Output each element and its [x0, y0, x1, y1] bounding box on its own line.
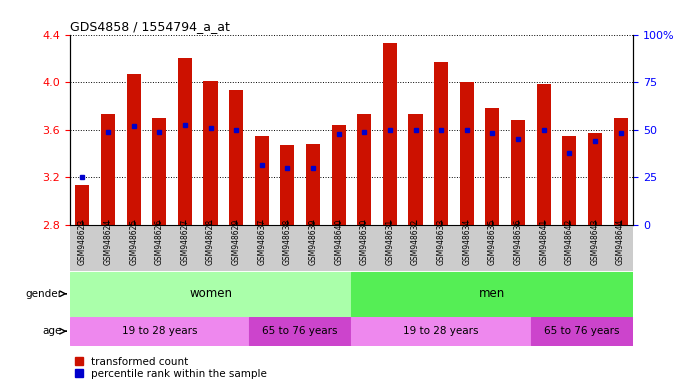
- Text: men: men: [480, 287, 505, 300]
- Bar: [127, 74, 141, 225]
- Bar: [101, 114, 115, 225]
- Bar: [229, 90, 243, 225]
- Bar: [460, 82, 474, 225]
- Text: 65 to 76 years: 65 to 76 years: [544, 326, 620, 336]
- Text: 19 to 28 years: 19 to 28 years: [404, 326, 479, 336]
- Bar: [485, 108, 500, 225]
- Bar: [306, 144, 320, 225]
- Text: GDS4858 / 1554794_a_at: GDS4858 / 1554794_a_at: [70, 20, 230, 33]
- Text: age: age: [42, 326, 62, 336]
- Bar: [280, 145, 294, 225]
- Bar: [434, 62, 448, 225]
- Bar: [203, 81, 218, 225]
- Text: 65 to 76 years: 65 to 76 years: [262, 326, 338, 336]
- Bar: [562, 136, 576, 225]
- Text: gender: gender: [25, 289, 62, 299]
- Text: 19 to 28 years: 19 to 28 years: [122, 326, 197, 336]
- Bar: [537, 84, 551, 225]
- Bar: [70, 317, 249, 345]
- Bar: [613, 118, 628, 225]
- Bar: [588, 133, 602, 225]
- Bar: [409, 114, 422, 225]
- Bar: [178, 58, 192, 225]
- Bar: [383, 43, 397, 225]
- Legend: transformed count, percentile rank within the sample: transformed count, percentile rank withi…: [74, 357, 267, 379]
- Bar: [152, 118, 166, 225]
- Text: women: women: [189, 287, 232, 300]
- Bar: [511, 120, 525, 225]
- Bar: [70, 271, 351, 316]
- Bar: [351, 271, 633, 316]
- Bar: [249, 317, 351, 345]
- Bar: [357, 114, 372, 225]
- Bar: [75, 185, 90, 225]
- Bar: [351, 317, 531, 345]
- Bar: [255, 136, 269, 225]
- Bar: [331, 125, 346, 225]
- Bar: [531, 317, 633, 345]
